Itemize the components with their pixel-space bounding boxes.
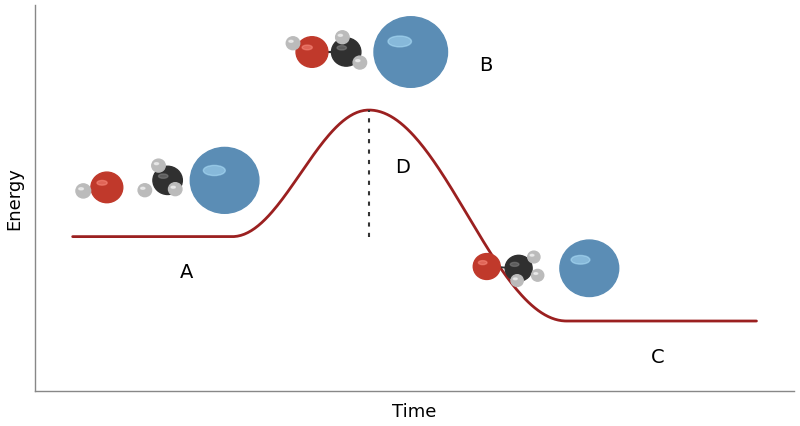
- Text: D: D: [395, 158, 410, 176]
- Ellipse shape: [141, 188, 145, 190]
- Ellipse shape: [534, 273, 538, 275]
- Ellipse shape: [78, 188, 83, 190]
- Ellipse shape: [171, 187, 175, 189]
- Ellipse shape: [571, 256, 590, 265]
- Ellipse shape: [356, 60, 360, 63]
- Ellipse shape: [337, 46, 346, 51]
- Ellipse shape: [514, 278, 518, 280]
- Ellipse shape: [331, 39, 361, 67]
- Ellipse shape: [478, 261, 487, 265]
- Ellipse shape: [338, 35, 342, 37]
- Ellipse shape: [302, 46, 312, 51]
- Ellipse shape: [353, 57, 366, 70]
- X-axis label: Time: Time: [392, 403, 437, 420]
- Ellipse shape: [374, 18, 447, 88]
- Y-axis label: Energy: Energy: [6, 167, 23, 230]
- Ellipse shape: [530, 255, 534, 256]
- Ellipse shape: [505, 256, 532, 282]
- Ellipse shape: [152, 160, 166, 173]
- Ellipse shape: [97, 181, 107, 186]
- Ellipse shape: [91, 173, 122, 203]
- Ellipse shape: [336, 32, 349, 45]
- Ellipse shape: [203, 166, 226, 176]
- Text: B: B: [479, 56, 493, 75]
- Ellipse shape: [154, 163, 158, 165]
- Ellipse shape: [560, 240, 618, 297]
- Ellipse shape: [153, 167, 182, 195]
- Ellipse shape: [289, 41, 293, 43]
- Ellipse shape: [286, 37, 300, 51]
- Ellipse shape: [388, 37, 411, 48]
- Text: C: C: [651, 347, 665, 366]
- Ellipse shape: [138, 184, 151, 197]
- Ellipse shape: [511, 275, 523, 287]
- Ellipse shape: [169, 183, 182, 196]
- Ellipse shape: [158, 175, 168, 179]
- Ellipse shape: [510, 263, 519, 267]
- Text: A: A: [180, 263, 194, 282]
- Ellipse shape: [531, 270, 544, 282]
- Ellipse shape: [474, 254, 500, 280]
- Ellipse shape: [296, 37, 328, 68]
- Ellipse shape: [190, 148, 259, 214]
- Ellipse shape: [76, 184, 90, 199]
- Ellipse shape: [528, 251, 540, 263]
